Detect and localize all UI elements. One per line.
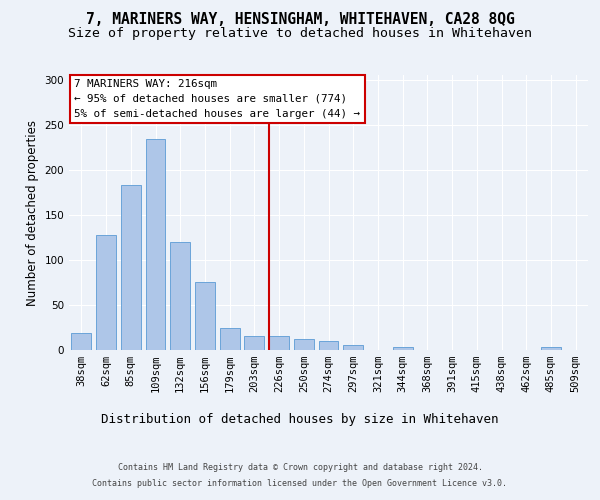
Text: Contains HM Land Registry data © Crown copyright and database right 2024.: Contains HM Land Registry data © Crown c… xyxy=(118,462,482,471)
Bar xyxy=(319,341,338,350)
Text: Contains public sector information licensed under the Open Government Licence v3: Contains public sector information licen… xyxy=(92,479,508,488)
Bar xyxy=(294,339,314,350)
Bar xyxy=(541,348,561,350)
Bar xyxy=(195,282,215,350)
Bar xyxy=(96,234,116,350)
Bar xyxy=(220,328,239,350)
Y-axis label: Number of detached properties: Number of detached properties xyxy=(26,120,39,306)
Bar xyxy=(343,346,363,350)
Text: Distribution of detached houses by size in Whitehaven: Distribution of detached houses by size … xyxy=(101,412,499,426)
Bar xyxy=(393,348,413,350)
Bar xyxy=(121,185,140,350)
Bar xyxy=(146,139,166,350)
Bar xyxy=(269,336,289,350)
Bar xyxy=(244,336,264,350)
Text: Size of property relative to detached houses in Whitehaven: Size of property relative to detached ho… xyxy=(68,28,532,40)
Bar xyxy=(71,333,91,350)
Text: 7, MARINERS WAY, HENSINGHAM, WHITEHAVEN, CA28 8QG: 7, MARINERS WAY, HENSINGHAM, WHITEHAVEN,… xyxy=(86,12,514,28)
Text: 7 MARINERS WAY: 216sqm
← 95% of detached houses are smaller (774)
5% of semi-det: 7 MARINERS WAY: 216sqm ← 95% of detached… xyxy=(74,79,360,118)
Bar xyxy=(170,242,190,350)
